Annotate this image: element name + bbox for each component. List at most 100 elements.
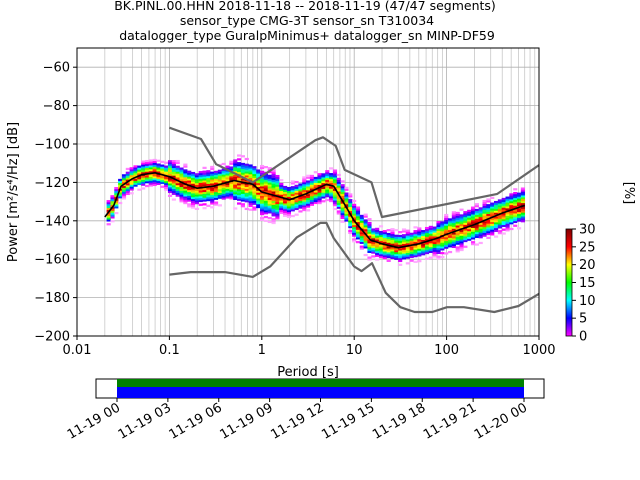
density-cell	[144, 159, 150, 163]
density-cell	[267, 192, 272, 195]
density-cell	[509, 227, 514, 231]
density-cell	[244, 194, 249, 197]
density-cell	[263, 177, 268, 180]
density-cell	[279, 184, 284, 188]
density-cell	[478, 234, 483, 237]
y-tick-label: −180	[34, 291, 70, 306]
density-cell	[144, 171, 150, 174]
density-cell	[455, 221, 460, 224]
density-cell	[340, 209, 345, 212]
density-cell	[260, 170, 265, 173]
density-cell	[110, 212, 115, 215]
density-cell	[474, 220, 479, 223]
density-cell	[194, 196, 199, 199]
y-tick-label: −100	[34, 138, 70, 153]
density-cell	[444, 225, 449, 228]
density-cell	[110, 199, 115, 202]
density-cell	[279, 194, 284, 197]
density-cell	[501, 199, 506, 203]
density-cell	[183, 196, 188, 199]
density-cell	[148, 174, 153, 177]
density-cell	[467, 219, 472, 222]
density-cell	[217, 175, 222, 178]
density-cell	[110, 208, 115, 211]
density-cell	[256, 182, 261, 186]
density-cell	[329, 174, 334, 178]
density-cell	[520, 218, 525, 221]
density-cell	[125, 185, 130, 188]
density-cell	[355, 227, 361, 230]
density-cell	[470, 210, 476, 213]
density-cell	[470, 221, 476, 225]
density-cell	[440, 238, 445, 241]
density-cell	[513, 220, 518, 224]
density-cell	[352, 228, 357, 231]
density-cell	[359, 247, 364, 250]
density-cell	[187, 193, 192, 196]
density-cell	[313, 201, 318, 205]
density-cell	[279, 182, 284, 186]
density-cell	[497, 208, 502, 212]
density-cell	[190, 175, 196, 178]
density-cell	[237, 181, 242, 184]
density-cell	[267, 176, 272, 179]
density-cell	[417, 235, 422, 238]
density-cell	[344, 196, 349, 199]
density-cell	[459, 245, 464, 248]
density-cell	[405, 256, 410, 259]
density-cell	[313, 194, 318, 197]
density-cell	[194, 175, 199, 178]
density-cell	[275, 205, 280, 208]
density-cell	[317, 200, 322, 203]
density-cell	[167, 181, 173, 184]
density-cell	[252, 171, 257, 175]
density-cell	[321, 175, 326, 178]
density-cell	[275, 188, 280, 191]
density-cell	[447, 227, 453, 231]
density-cell	[513, 209, 518, 212]
density-cell	[171, 165, 176, 169]
density-cell	[363, 242, 368, 245]
density-cell	[240, 191, 245, 194]
density-cell	[298, 200, 303, 203]
density-cell	[179, 194, 184, 197]
density-cell	[509, 222, 514, 225]
density-cell	[271, 177, 276, 180]
density-cell	[198, 182, 203, 185]
density-cell	[260, 205, 265, 208]
density-cell	[486, 207, 491, 211]
density-cell	[344, 198, 349, 201]
density-cell	[302, 185, 307, 189]
density-cell	[440, 252, 445, 255]
density-cell	[202, 203, 207, 206]
density-cell	[501, 197, 506, 201]
density-cell	[451, 215, 456, 218]
density-cell	[248, 198, 253, 202]
density-cell	[240, 182, 245, 185]
density-cell	[221, 170, 226, 173]
density-cell	[213, 197, 219, 200]
density-cell	[398, 252, 403, 255]
density-cell	[463, 245, 468, 248]
density-cell	[394, 248, 399, 251]
density-cell	[110, 214, 115, 217]
density-cell	[221, 191, 226, 194]
density-cell	[183, 201, 188, 205]
density-cell	[179, 179, 184, 182]
density-cell	[233, 195, 238, 199]
density-cell	[160, 160, 165, 163]
density-cell	[470, 237, 476, 240]
density-cell	[463, 216, 468, 220]
density-cell	[348, 220, 353, 223]
density-cell	[390, 256, 395, 260]
density-cell	[213, 188, 219, 191]
density-cell	[409, 238, 414, 241]
density-cell	[306, 188, 311, 191]
density-cell	[187, 182, 192, 185]
density-cell	[237, 187, 242, 190]
density-cell	[298, 198, 303, 201]
density-cell	[413, 251, 418, 254]
density-cell	[279, 200, 284, 203]
density-cell	[309, 188, 315, 191]
colorbar-label: [%]	[621, 182, 636, 205]
